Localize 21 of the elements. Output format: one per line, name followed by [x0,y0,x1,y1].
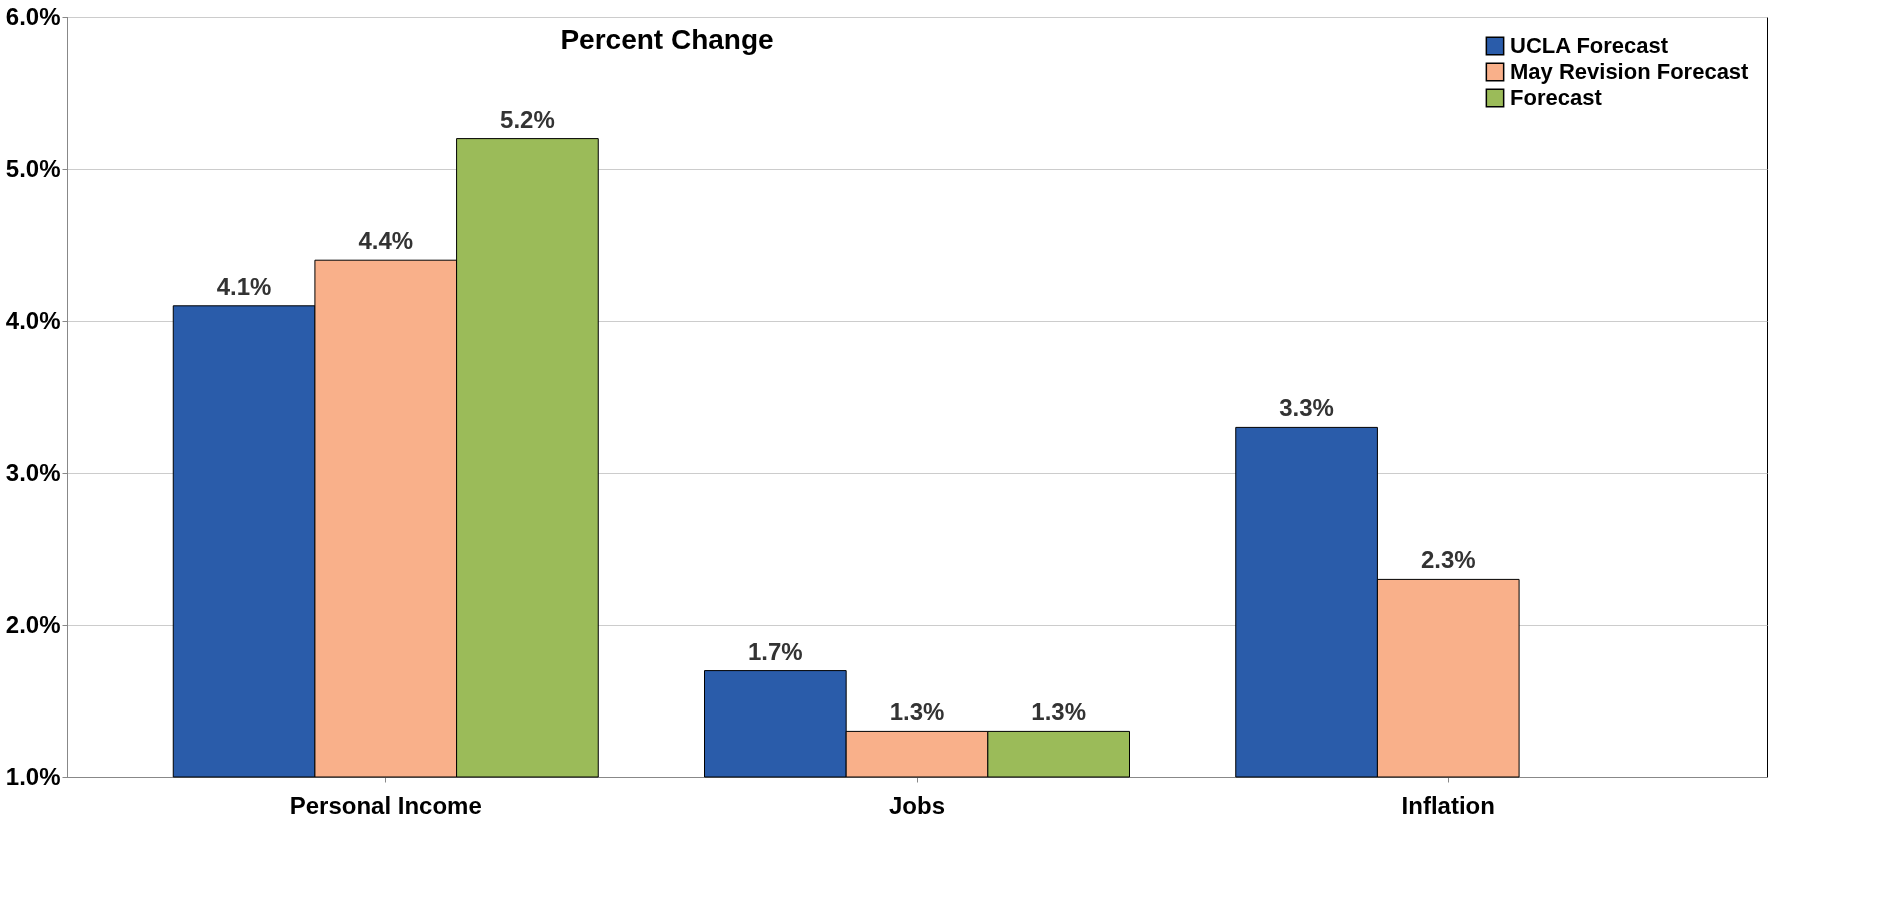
data-label: 4.1% [216,272,272,300]
legend-label: UCLA Forecast [1510,33,1669,58]
data-label: 4.4% [358,227,414,255]
y-tick-label: 1.0% [5,762,61,790]
chart-title: Percent Change [560,24,774,55]
y-tick-label: 2.0% [5,610,61,638]
data-label: 5.2% [500,105,555,133]
data-label: 1.7% [747,637,803,665]
data-label: 1.3% [889,698,945,726]
data-label: 3.3% [1279,394,1334,422]
y-tick-label: 6.0% [5,2,61,30]
legend-label: May Revision Forecast [1510,59,1750,84]
x-tick-label: Personal Income [289,791,482,819]
data-label: 2.3% [1420,546,1476,574]
x-tick-label: Jobs [888,791,946,819]
y-tick-label: 5.0% [5,154,61,182]
legend-label: Forecast [1510,85,1603,110]
y-tick-label: 4.0% [5,306,61,334]
data-label: 1.3% [1031,698,1087,726]
x-tick-label: Inflation [1401,791,1495,819]
y-tick-label: 3.0% [5,458,61,486]
